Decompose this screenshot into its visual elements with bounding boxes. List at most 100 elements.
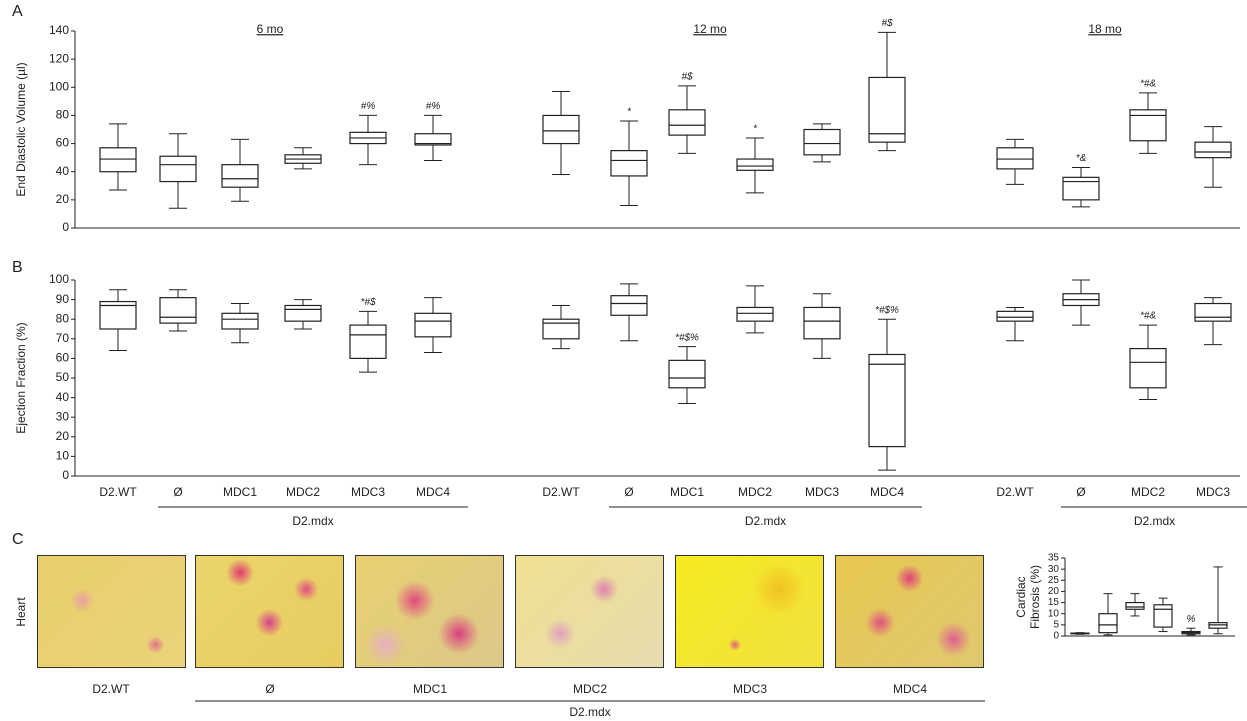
group-label: D2.mdx (1134, 514, 1175, 528)
x-tick-label: MDC1 (223, 485, 257, 499)
box (1153, 604, 1173, 628)
box (542, 114, 580, 145)
x-tick-label: MDC3 (351, 485, 385, 499)
histology-image (195, 555, 344, 668)
box (414, 133, 452, 146)
y-tick-label: 50 (56, 370, 70, 384)
box (1194, 302, 1232, 322)
group-title: 6 mo (257, 22, 284, 36)
x-tick-label: MDC2 (738, 485, 772, 499)
y-tick-label: 100 (49, 79, 69, 93)
y-tick-label: 140 (49, 23, 69, 37)
group-title: 18 mo (1088, 22, 1122, 36)
box (221, 164, 259, 188)
y-tick-label: 0 (1053, 631, 1059, 642)
group-label: D2.mdx (745, 514, 786, 528)
x-tick-label: D2.WT (99, 485, 137, 499)
box (736, 158, 774, 171)
box (996, 147, 1034, 170)
box (414, 312, 452, 338)
y-tick-label: 120 (49, 51, 69, 65)
box (349, 324, 387, 359)
box (1062, 176, 1100, 201)
image-label: MDC4 (893, 682, 927, 696)
y-tick-label: 0 (62, 220, 69, 234)
y-tick-label: 20 (56, 192, 70, 206)
y-tick-label: 40 (56, 164, 70, 178)
x-tick-label: Ø (624, 485, 633, 499)
y-tick-label: 30 (56, 409, 70, 423)
y-tick-label: 80 (56, 108, 70, 122)
row-label: Heart (14, 597, 28, 627)
histology-image (37, 555, 186, 668)
box (868, 353, 906, 448)
y-tick-label: 60 (56, 136, 70, 150)
image-label: Ø (265, 682, 274, 696)
significance-label: * (753, 124, 758, 135)
y-tick-label: 80 (56, 311, 70, 325)
box (803, 128, 841, 156)
y-tick-label: 10 (56, 449, 70, 463)
box (99, 147, 137, 173)
histology-image (675, 555, 824, 668)
box (736, 306, 774, 322)
y-tick-label: 30 (1048, 564, 1060, 575)
box (668, 359, 706, 389)
y-axis-label: Ejection Fraction (%) (14, 322, 28, 433)
x-tick-label: Ø (173, 485, 182, 499)
box (1129, 348, 1167, 389)
significance-label: *& (1076, 153, 1087, 164)
box (284, 304, 322, 322)
y-tick-label: 35 (1048, 553, 1060, 564)
box (1098, 613, 1118, 634)
box (159, 297, 197, 324)
significance-label: #$ (881, 18, 893, 29)
significance-label: #% (361, 101, 376, 112)
y-axis-label: Cardiac (1014, 576, 1028, 617)
significance-label: *#$% (875, 305, 899, 316)
y-tick-label: 15 (1048, 597, 1060, 608)
y-tick-label: 5 (1053, 619, 1059, 630)
x-tick-label: MDC1 (670, 485, 704, 499)
y-tick-label: 40 (56, 390, 70, 404)
box (1125, 601, 1145, 610)
y-tick-label: 100 (49, 272, 69, 286)
y-tick-label: 0 (62, 468, 69, 482)
y-tick-label: 90 (56, 292, 70, 306)
box (542, 318, 580, 340)
box (610, 295, 648, 316)
x-tick-label: Ø (1076, 485, 1085, 499)
box (803, 306, 841, 340)
x-tick-label: MDC3 (1196, 485, 1230, 499)
image-label: MDC2 (573, 682, 607, 696)
x-tick-label: D2.WT (542, 485, 580, 499)
y-axis-label: Fibrosis (%) (1028, 565, 1042, 629)
significance-label: *#& (1140, 311, 1156, 322)
y-tick-label: 10 (1048, 608, 1060, 619)
significance-label: #$ (681, 72, 693, 83)
box (99, 300, 137, 330)
significance-label: *#$% (675, 332, 699, 343)
significance-label: *#$ (360, 297, 375, 308)
box (996, 310, 1034, 322)
image-label: MDC1 (413, 682, 447, 696)
box (610, 150, 648, 177)
x-tick-label: MDC2 (1131, 485, 1165, 499)
significance-label: #% (426, 101, 441, 112)
significance-label: * (627, 107, 632, 118)
box (159, 155, 197, 183)
significance-label: *#& (1140, 79, 1156, 90)
x-tick-label: MDC4 (416, 485, 450, 499)
box (668, 109, 706, 136)
group-label: D2.mdx (292, 514, 333, 528)
x-tick-label: MDC4 (870, 485, 904, 499)
y-tick-label: 20 (1048, 586, 1060, 597)
box (1129, 109, 1167, 142)
panel-label: A (12, 3, 23, 20)
box (221, 312, 259, 330)
significance-label: % (1187, 614, 1196, 625)
box (868, 76, 906, 143)
group-label: D2.mdx (569, 705, 610, 719)
